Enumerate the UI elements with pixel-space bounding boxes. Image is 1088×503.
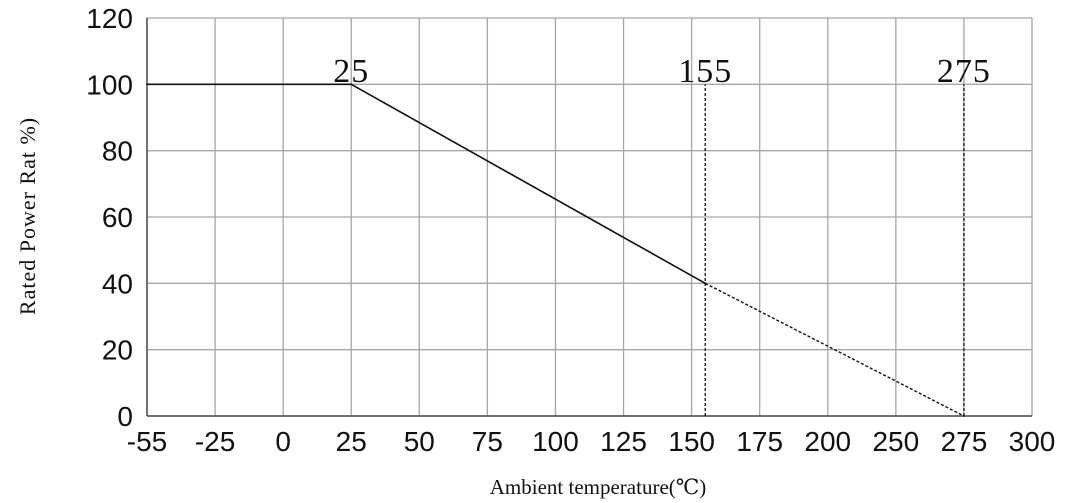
- vertical-markers: [705, 84, 964, 416]
- y-tick-label: 0: [117, 401, 133, 432]
- y-tick-label: 40: [102, 268, 133, 299]
- x-tick-label: 250: [872, 426, 919, 457]
- annotation-label: 275: [937, 53, 991, 90]
- x-tick-label: -25: [195, 426, 235, 457]
- x-tick-label: 125: [600, 426, 647, 457]
- annotation-label: 25: [333, 53, 369, 90]
- y-tick-label: 60: [102, 202, 133, 233]
- data-point: [704, 282, 706, 284]
- data-point: [146, 83, 148, 85]
- y-tick-label: 120: [86, 3, 133, 34]
- x-tick-label: 100: [532, 426, 579, 457]
- x-tick-label: 300: [1009, 426, 1056, 457]
- x-tick-label: 50: [404, 426, 435, 457]
- x-tick-label: 0: [275, 426, 291, 457]
- x-tick-label: 200: [804, 426, 851, 457]
- x-axis-title: Ambient temperature(℃): [490, 475, 707, 499]
- y-axis-title: Rated Power Rat %): [15, 117, 40, 315]
- x-tick-label: 150: [668, 426, 715, 457]
- y-tick-label: 80: [102, 136, 133, 167]
- grid: [147, 18, 1032, 416]
- x-tick-label: 75: [472, 426, 503, 457]
- annotation-label: 155: [678, 53, 732, 90]
- x-tick-label: 175: [736, 426, 783, 457]
- x-tick-label: 275: [941, 426, 988, 457]
- x-tick-label: 25: [336, 426, 367, 457]
- y-tick-label: 20: [102, 335, 133, 366]
- data-point: [963, 415, 965, 417]
- derating-curve-line: [147, 84, 705, 283]
- y-tick-label: 100: [86, 69, 133, 100]
